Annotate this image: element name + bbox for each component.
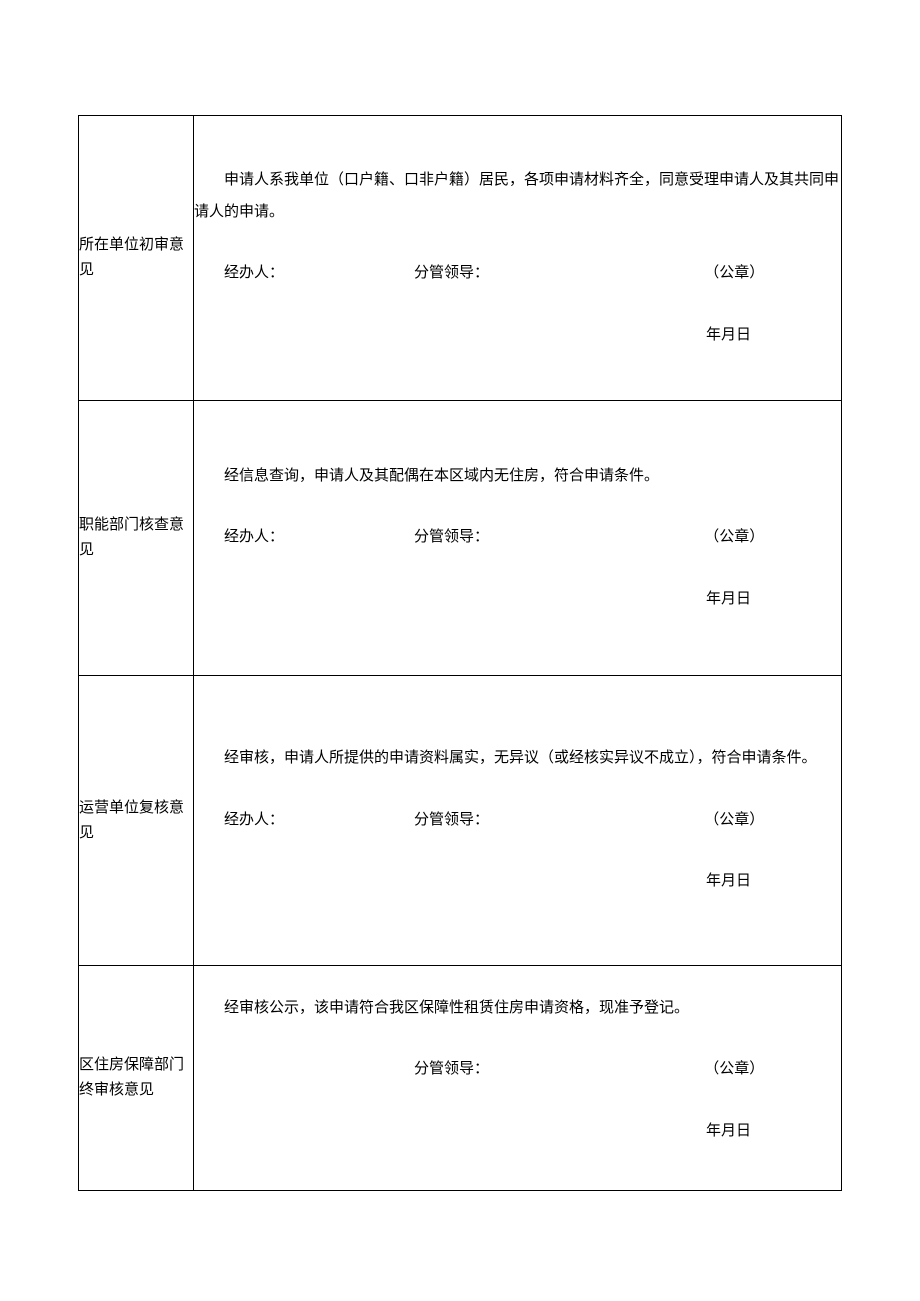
handler-label: 经办人： [194,522,414,554]
signature-row: 经办人： 分管领导： （公章） [194,258,841,290]
statement-text: 经审核，申请人所提供的申请资料属实，无异议（或经核实异议不成立），符合申请条件。 [194,743,841,775]
label-text: 职能部门核查意见 [79,517,184,558]
row-label-district-final: 区住房保障部门终审核意见 [79,966,194,1191]
table-row: 运营单位复核意见 经审核，申请人所提供的申请资料属实，无异议（或经核实异议不成立… [79,676,842,966]
seal-label: （公章） [628,1054,842,1086]
row-body-unit-initial: 申请人系我单位（口户籍、口非户籍）居民，各项申请材料齐全，同意受理申请人及其共同… [194,116,842,401]
signature-row: 经办人： 分管领导： （公章） [194,805,841,837]
signature-row: 经办人： 分管领导： （公章） [194,522,841,554]
statement-text: 经审核公示，该申请符合我区保障性租赁住房申请资格，现准予登记。 [194,993,841,1025]
statement-text: 经信息查询，申请人及其配偶在本区域内无住房，符合申请条件。 [194,461,841,493]
table-row: 职能部门核查意见 经信息查询，申请人及其配偶在本区域内无住房，符合申请条件。 经… [79,401,842,676]
date-label: 年月日 [194,866,841,898]
row-label-dept-verify: 职能部门核查意见 [79,401,194,676]
row-label-unit-initial: 所在单位初审意见 [79,116,194,401]
handler-empty [194,1054,414,1086]
form-page: 所在单位初审意见 申请人系我单位（口户籍、口非户籍）居民，各项申请材料齐全，同意… [78,115,842,1191]
date-label: 年月日 [194,1116,841,1148]
date-label: 年月日 [194,320,841,352]
row-body-dept-verify: 经信息查询，申请人及其配偶在本区域内无住房，符合申请条件。 经办人： 分管领导：… [194,401,842,676]
supervisor-label: 分管领导： [414,805,628,837]
seal-label: （公章） [628,258,842,290]
seal-label: （公章） [628,805,842,837]
supervisor-label: 分管领导： [414,258,628,290]
supervisor-label: 分管领导： [414,522,628,554]
table-row: 所在单位初审意见 申请人系我单位（口户籍、口非户籍）居民，各项申请材料齐全，同意… [79,116,842,401]
signature-row: 分管领导： （公章） [194,1054,841,1086]
row-body-operator-recheck: 经审核，申请人所提供的申请资料属实，无异议（或经核实异议不成立），符合申请条件。… [194,676,842,966]
table-row: 区住房保障部门终审核意见 经审核公示，该申请符合我区保障性租赁住房申请资格，现准… [79,966,842,1191]
date-label: 年月日 [194,584,841,616]
row-label-operator-recheck: 运营单位复核意见 [79,676,194,966]
supervisor-label: 分管领导： [414,1054,628,1086]
handler-label: 经办人： [194,258,414,290]
approval-table: 所在单位初审意见 申请人系我单位（口户籍、口非户籍）居民，各项申请材料齐全，同意… [78,115,842,1191]
handler-label: 经办人： [194,805,414,837]
row-body-district-final: 经审核公示，该申请符合我区保障性租赁住房申请资格，现准予登记。 分管领导： （公… [194,966,842,1191]
label-text: 所在单位初审意见 [79,237,184,278]
label-text: 运营单位复核意见 [79,800,184,841]
seal-label: （公章） [628,522,842,554]
statement-text: 申请人系我单位（口户籍、口非户籍）居民，各项申请材料齐全，同意受理申请人及其共同… [194,165,841,228]
label-text: 区住房保障部门终审核意见 [79,1057,184,1098]
